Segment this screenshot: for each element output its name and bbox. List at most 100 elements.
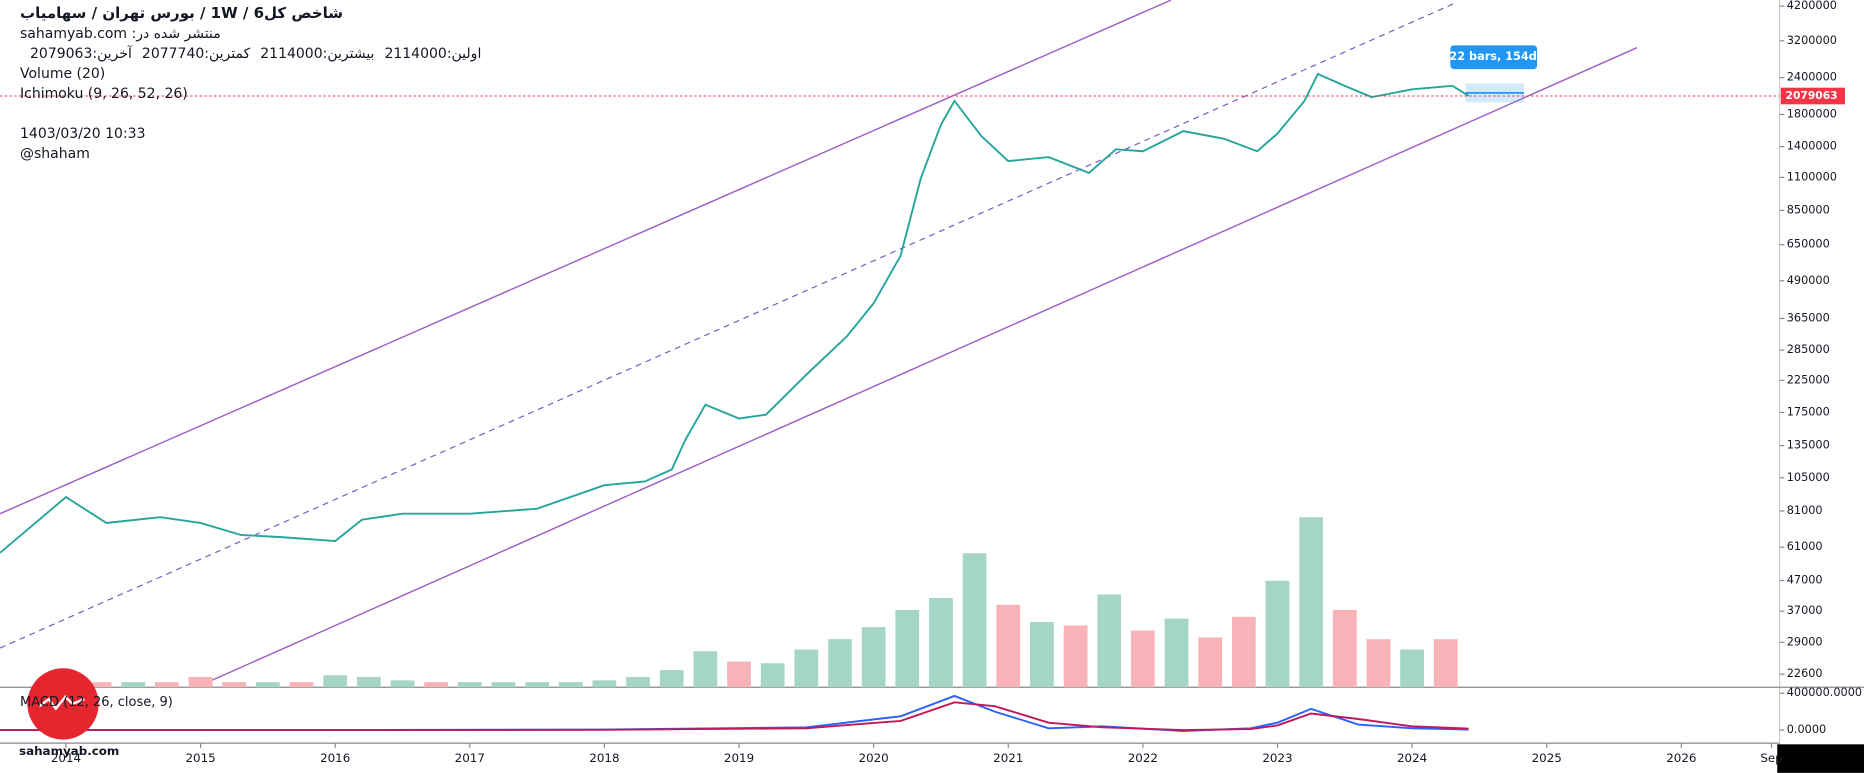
ichimoku-label: Ichimoku (9, 26, 52, 26) xyxy=(20,86,188,102)
y-tick-label: 37000 xyxy=(1787,604,1823,617)
last-price-box xyxy=(1780,87,1845,105)
volume-bar xyxy=(155,682,179,688)
x-tick-label: 2018 xyxy=(589,751,619,765)
watermark: sahamyab.com xyxy=(19,744,119,758)
x-tick-label: 2014 xyxy=(51,751,81,765)
corner-box xyxy=(1777,744,1864,773)
volume-bar xyxy=(1030,621,1054,688)
date: 1403/03/20 10:33 xyxy=(20,126,146,142)
x-tick-label: 2015 xyxy=(185,751,215,765)
y-tick-label: 47000 xyxy=(1787,574,1823,587)
y-tick-label: 22600 xyxy=(1787,667,1823,680)
volume-bar xyxy=(121,682,146,688)
volume-label: Volume (20) xyxy=(20,66,106,82)
logo xyxy=(27,668,99,740)
ohlc-value: 2114000 xyxy=(384,46,447,62)
x-tick-label: 2025 xyxy=(1532,751,1562,765)
y-tick-label: 400000.0000 xyxy=(1787,686,1862,699)
y-tick-label: 3200000 xyxy=(1787,34,1837,47)
series-line xyxy=(0,701,1469,732)
ohlc-label: کمترین: xyxy=(204,46,251,62)
volume-bar xyxy=(1332,609,1357,688)
measure-label: 22 bars, 154d xyxy=(1449,50,1536,63)
logo-mark xyxy=(38,694,85,711)
x-tick-label: 2022 xyxy=(1128,751,1158,765)
volume-bar xyxy=(1198,637,1223,688)
volume-bar xyxy=(356,676,381,688)
volume-bar xyxy=(861,627,886,688)
volume-bar xyxy=(491,682,516,688)
x-tick-label: 2017 xyxy=(455,751,485,765)
y-tick-label: 2400000 xyxy=(1787,71,1837,84)
volume-bar xyxy=(996,604,1021,688)
volume-bar xyxy=(525,682,549,688)
volume-bar xyxy=(188,676,213,688)
y-tick-label: 61000 xyxy=(1787,540,1823,553)
volume-bar xyxy=(323,675,348,688)
y-tick-label: 365000 xyxy=(1787,311,1830,324)
volume-bar xyxy=(1400,649,1424,688)
ohlc-label: آخرین: xyxy=(92,46,132,62)
y-tick-label: 0.0000 xyxy=(1787,723,1826,736)
volume-bar xyxy=(659,670,684,688)
volume-bar xyxy=(255,682,280,688)
volume-bar xyxy=(828,639,852,688)
x-tick-label: 2019 xyxy=(724,751,754,765)
y-tick-label: 490000 xyxy=(1787,274,1830,287)
volume-bar xyxy=(626,676,650,688)
x-tick-label: 2016 xyxy=(320,751,350,765)
y-tick-label: 81000 xyxy=(1787,504,1823,517)
volume-bar xyxy=(1433,639,1458,688)
y-tick-label: 225000 xyxy=(1787,373,1830,386)
x-tick-label: 2020 xyxy=(859,751,889,765)
x-tick-label: Sep xyxy=(1760,751,1782,765)
volume-bar xyxy=(895,609,920,688)
last-price-label: 2079063 xyxy=(1786,89,1838,102)
series-line xyxy=(0,694,1469,732)
volume-bar xyxy=(1097,594,1122,688)
ohlc-value: 2114000 xyxy=(260,46,323,62)
volume-bar xyxy=(962,553,987,688)
y-tick-label: 175000 xyxy=(1787,405,1830,418)
volume-bar xyxy=(592,680,617,688)
y-tick-label: 1800000 xyxy=(1787,107,1837,120)
volume-bar xyxy=(693,651,718,688)
measure-box xyxy=(1450,45,1538,70)
volume-bar xyxy=(1231,616,1256,688)
channel-mid xyxy=(0,1,1457,649)
chart-title: شاخص کل6 / 1W / بورس تهران / سهامیاب xyxy=(20,4,344,22)
volume-bar xyxy=(289,682,314,688)
y-tick-label: 29000 xyxy=(1787,635,1823,648)
y-tick-label: 135000 xyxy=(1787,439,1830,452)
volume-bar xyxy=(727,661,751,688)
y-tick-label: 1100000 xyxy=(1787,170,1837,183)
y-tick-label: 650000 xyxy=(1787,238,1830,251)
ohlc-value: 2077740 xyxy=(141,46,205,62)
volume-bar xyxy=(929,597,953,688)
x-tick-label: 2026 xyxy=(1666,751,1696,765)
channel-lower xyxy=(195,47,1638,688)
volume-bar xyxy=(1164,618,1189,688)
volume-bar xyxy=(1063,625,1088,688)
y-tick-label: 4200000 xyxy=(1787,0,1837,12)
macd-label: MACD (12, 26, close, 9) xyxy=(20,695,173,710)
x-tick-label: 2021 xyxy=(993,751,1023,765)
published: منتشر شده در: sahamyab.com xyxy=(20,26,221,42)
volume-bar xyxy=(760,663,785,688)
y-tick-label: 1400000 xyxy=(1787,140,1837,153)
volume-bar xyxy=(1299,517,1324,688)
volume-bar xyxy=(424,682,449,688)
channel-upper xyxy=(0,0,1172,515)
volume-bar xyxy=(1130,630,1155,688)
ohlc-label: بیشترین: xyxy=(322,46,375,62)
volume-bar xyxy=(558,682,583,688)
ohlc-value: 2079063 xyxy=(30,46,93,62)
ohlc-line: اولین:2114000بیشترین:2114000کمترین:20777… xyxy=(20,46,481,62)
volume-bar xyxy=(222,682,247,688)
volume-bar xyxy=(1265,580,1290,688)
x-tick-label: 2024 xyxy=(1397,751,1427,765)
volume-bar xyxy=(390,680,415,688)
y-tick-label: 285000 xyxy=(1787,343,1830,356)
x-tick-label: 2023 xyxy=(1262,751,1292,765)
